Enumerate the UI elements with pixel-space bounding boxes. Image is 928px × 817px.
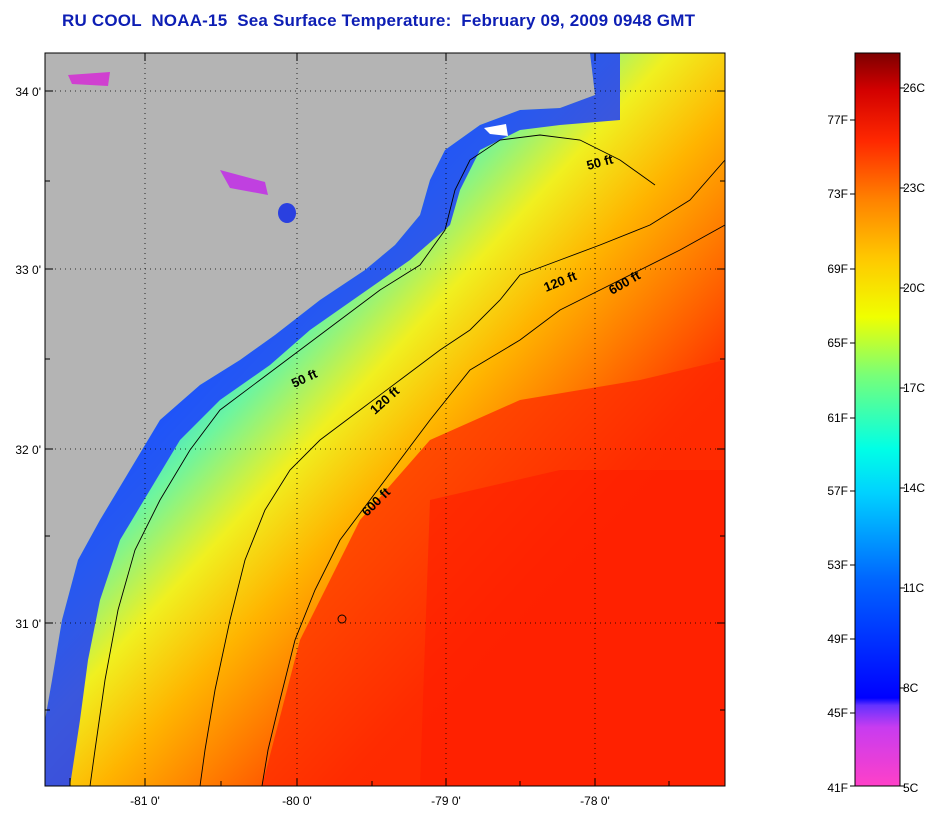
cbar-c-14: 14C bbox=[903, 481, 925, 495]
cloud-patch bbox=[484, 124, 508, 136]
cbar-c-8: 8C bbox=[903, 681, 919, 695]
map-grid bbox=[45, 53, 725, 786]
cbar-f-57: 57F bbox=[827, 484, 848, 498]
cbar-c-5: 5C bbox=[903, 781, 919, 795]
cbar-c-11: 11C bbox=[903, 581, 924, 595]
cbar-f-73: 73F bbox=[827, 187, 848, 201]
contour-spot bbox=[337, 614, 347, 624]
cbar-f-77: 77F bbox=[827, 113, 848, 127]
gulf-stream-inner bbox=[420, 470, 725, 786]
contour-600ft bbox=[261, 224, 725, 786]
cbar-c-17: 17C bbox=[903, 381, 925, 395]
inland-water-patch-2 bbox=[220, 170, 268, 195]
contour-50ft bbox=[89, 134, 656, 786]
inland-water-patch bbox=[68, 72, 110, 86]
land-mass bbox=[45, 53, 595, 720]
cbar-f-49: 49F bbox=[827, 632, 848, 646]
cbar-f-61: 61F bbox=[827, 411, 848, 425]
lon-label-80: -80 0' bbox=[282, 794, 312, 808]
cbar-c-23: 23C bbox=[903, 181, 925, 195]
map-ticks bbox=[45, 53, 725, 786]
inland-lake bbox=[278, 203, 296, 223]
lat-label-31: 31 0' bbox=[15, 617, 41, 631]
cbar-c-20: 20C bbox=[903, 281, 925, 295]
lat-label-33: 33 0' bbox=[15, 263, 41, 277]
contour-120ft bbox=[199, 159, 725, 786]
lat-label-34: 34 0' bbox=[15, 85, 41, 99]
cbar-f-69: 69F bbox=[827, 262, 848, 276]
colorbar-ticks bbox=[850, 87, 905, 787]
contour-label-50ft-north: 50 ft bbox=[585, 151, 615, 173]
lon-label-81: -81 0' bbox=[130, 794, 160, 808]
cbar-f-41: 41F bbox=[827, 781, 848, 795]
lat-label-32: 32 0' bbox=[15, 443, 41, 457]
map-frame bbox=[44, 52, 726, 787]
cbar-f-65: 65F bbox=[827, 336, 848, 350]
lon-label-78: -78 0' bbox=[580, 794, 610, 808]
map-title: RU COOL NOAA-15 Sea Surface Temperature:… bbox=[62, 11, 696, 30]
cbar-f-45: 45F bbox=[827, 706, 848, 720]
colorbar bbox=[854, 52, 901, 787]
cbar-c-26: 26C bbox=[903, 81, 925, 95]
lon-label-79: -79 0' bbox=[431, 794, 461, 808]
cbar-f-53: 53F bbox=[827, 558, 848, 572]
